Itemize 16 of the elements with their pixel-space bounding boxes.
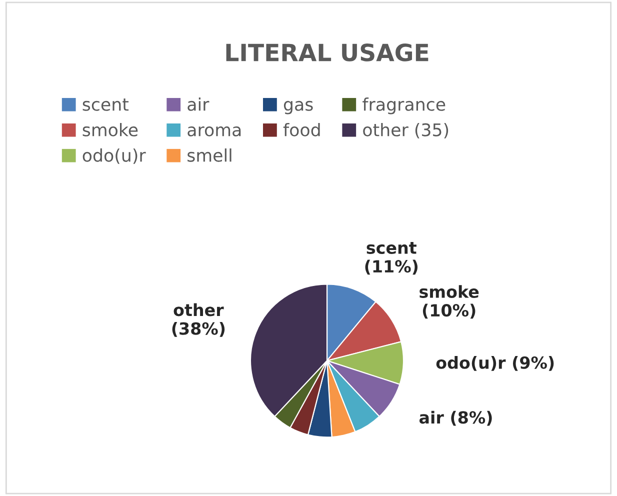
legend-label: smell bbox=[188, 148, 232, 162]
data-label: odo(u)r (9%) bbox=[436, 356, 554, 371]
legend-label: food bbox=[283, 122, 320, 136]
data-label: other (38%) bbox=[172, 303, 225, 337]
legend-label: smoke bbox=[82, 122, 138, 136]
legend-label: fragrance bbox=[362, 97, 446, 114]
legend-label: scent bbox=[82, 98, 129, 111]
data-label: smoke (10%) bbox=[420, 285, 479, 319]
legend-label: gas bbox=[284, 100, 313, 114]
legend-label: aroma bbox=[188, 126, 241, 136]
chart-title: LITERAL USAGE bbox=[226, 44, 428, 62]
legend-label: air bbox=[188, 97, 210, 111]
data-label: air (8%) bbox=[419, 410, 492, 426]
legend-label: other (35) bbox=[363, 122, 448, 138]
data-label: scent (11%) bbox=[365, 242, 418, 275]
legend-label: odo(u)r bbox=[82, 148, 146, 164]
